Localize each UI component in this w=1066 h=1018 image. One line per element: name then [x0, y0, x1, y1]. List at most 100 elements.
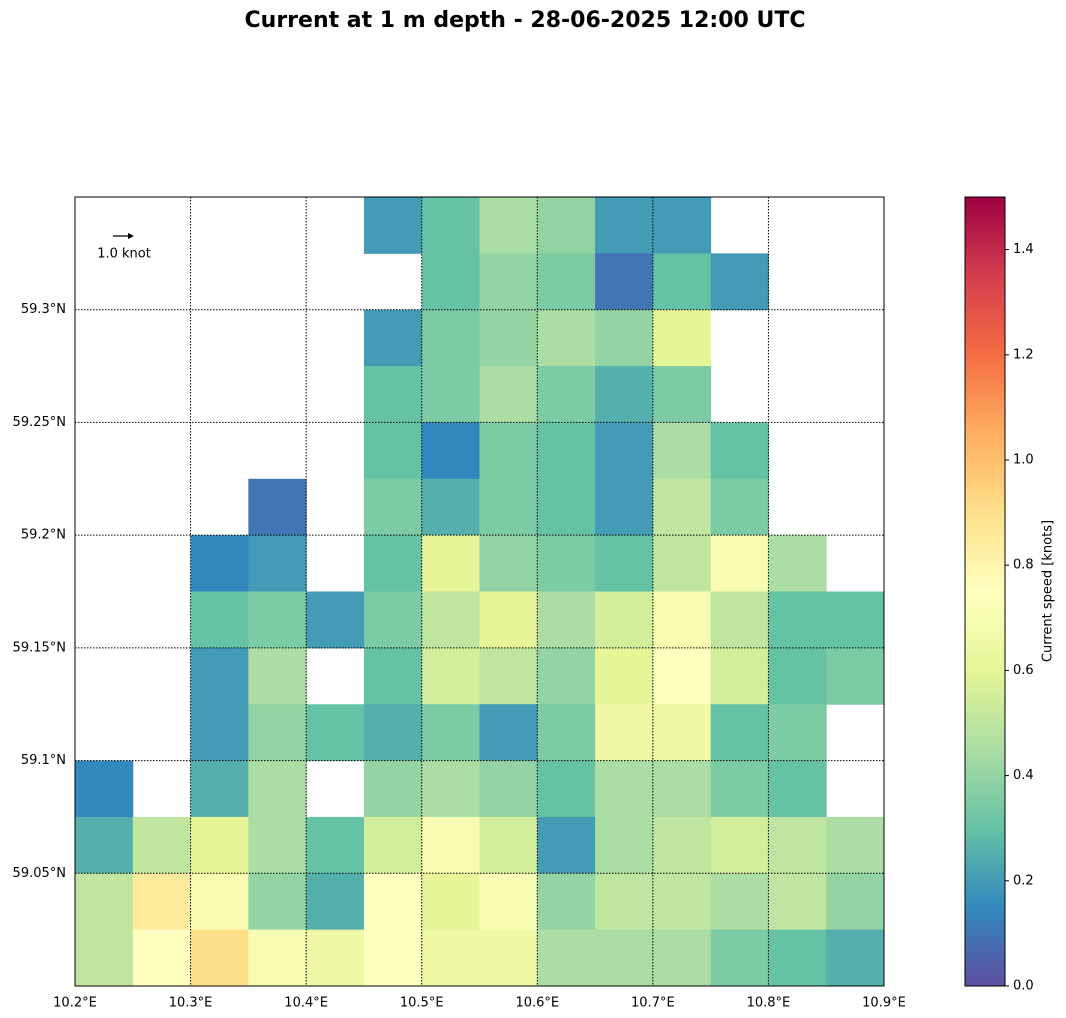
- speed-cell: [190, 535, 249, 592]
- colorbar-tick-label: 0.6: [1013, 663, 1034, 678]
- speed-cell: [826, 816, 885, 874]
- speed-cell: [363, 873, 423, 931]
- speed-cell: [537, 929, 596, 987]
- speed-cell: [363, 929, 423, 987]
- speed-cell: [537, 535, 596, 592]
- x-tick-label: 10.7°E: [631, 996, 675, 1011]
- x-tick-label: 10.2°E: [53, 996, 97, 1011]
- speed-cell: [421, 704, 480, 762]
- speed-cell: [479, 591, 538, 649]
- speed-cell: [652, 253, 712, 311]
- speed-cell: [363, 366, 423, 423]
- speed-cell: [248, 647, 307, 705]
- speed-cell: [421, 478, 480, 536]
- speed-cell: [595, 197, 654, 254]
- field: [75, 197, 885, 987]
- speed-cell: [652, 309, 712, 367]
- speed-cell: [595, 929, 654, 987]
- speed-cell: [768, 535, 827, 592]
- speed-cell: [75, 929, 134, 987]
- speed-cell: [248, 873, 307, 931]
- speed-cell: [421, 197, 480, 254]
- speed-cell: [595, 873, 654, 931]
- speed-cell: [421, 760, 480, 818]
- speed-cell: [479, 535, 538, 592]
- speed-cell: [595, 760, 654, 818]
- speed-cell: [768, 704, 827, 762]
- speed-cell: [479, 760, 538, 818]
- speed-cell: [537, 647, 596, 705]
- speed-cell: [537, 197, 596, 254]
- colorbar-tick-label: 0.2: [1013, 873, 1034, 888]
- speed-cell: [652, 535, 712, 592]
- speed-cell: [710, 704, 769, 762]
- speed-cell: [248, 760, 307, 818]
- colorbar-tick-label: 1.0: [1013, 453, 1034, 468]
- x-tick-label: 10.9°E: [862, 996, 906, 1011]
- colorbar-tick-label: 1.2: [1013, 347, 1034, 362]
- speed-cell: [248, 591, 307, 649]
- y-tick-label: 59.15°N: [13, 640, 66, 655]
- speed-cell: [248, 704, 307, 762]
- speed-cell: [537, 591, 596, 649]
- speed-cell: [537, 760, 596, 818]
- speed-cell: [595, 309, 654, 367]
- speed-cell: [190, 704, 249, 762]
- x-tick-label: 10.6°E: [515, 996, 559, 1011]
- speed-cell: [826, 873, 885, 931]
- quiver-key-label: 1.0 knot: [97, 247, 151, 262]
- speed-cell: [248, 478, 307, 536]
- speed-cell: [132, 873, 192, 931]
- speed-cell: [248, 816, 307, 874]
- speed-cell: [652, 929, 712, 987]
- speed-cell: [768, 873, 827, 931]
- speed-cell: [710, 873, 769, 931]
- speed-cell: [421, 366, 480, 423]
- colorbar-tick-label: 0.0: [1013, 979, 1034, 994]
- speed-cell: [595, 478, 654, 536]
- speed-cell: [190, 929, 249, 987]
- speed-cell: [75, 873, 134, 931]
- speed-cell: [710, 816, 769, 874]
- speed-cell: [479, 816, 538, 874]
- speed-cell: [595, 591, 654, 649]
- speed-cell: [363, 535, 423, 592]
- speed-cell: [479, 197, 538, 254]
- speed-cell: [768, 816, 827, 874]
- colorbar-tick-label: 0.8: [1013, 558, 1034, 573]
- speed-cell: [710, 253, 769, 311]
- speed-cell: [132, 929, 192, 987]
- speed-cell: [479, 929, 538, 987]
- speed-cell: [421, 535, 480, 592]
- speed-cell: [826, 929, 885, 987]
- speed-cell: [652, 704, 712, 762]
- speed-cell: [595, 816, 654, 874]
- quiver-key-head: [128, 233, 134, 239]
- speed-cell: [537, 366, 596, 423]
- speed-cell: [710, 760, 769, 818]
- speed-cell: [363, 816, 423, 874]
- speed-cell: [595, 366, 654, 423]
- plot-frame: [74, 196, 885, 987]
- speed-cell: [306, 704, 365, 762]
- speed-cell: [75, 816, 134, 874]
- speed-cell: [710, 929, 769, 987]
- speed-cell: [363, 591, 423, 649]
- speed-cell: [421, 929, 480, 987]
- colorbar-label: Current speed [knots]: [1041, 520, 1056, 662]
- speed-cell: [421, 253, 480, 311]
- y-tick-label: 59.1°N: [21, 753, 66, 768]
- speed-cell: [710, 478, 769, 536]
- speed-cell: [537, 253, 596, 311]
- speed-cell: [652, 816, 712, 874]
- speed-cell: [306, 591, 365, 649]
- speed-cell: [479, 253, 538, 311]
- colorbar-tick-label: 1.4: [1013, 242, 1034, 257]
- speed-cell: [190, 873, 249, 931]
- speed-cell: [479, 478, 538, 536]
- chart-title: Current at 1 m depth - 28-06-2025 12:00 …: [245, 8, 806, 33]
- speed-cell: [306, 929, 365, 987]
- x-tick-label: 10.4°E: [284, 996, 328, 1011]
- speed-cell: [479, 873, 538, 931]
- speed-cell: [595, 647, 654, 705]
